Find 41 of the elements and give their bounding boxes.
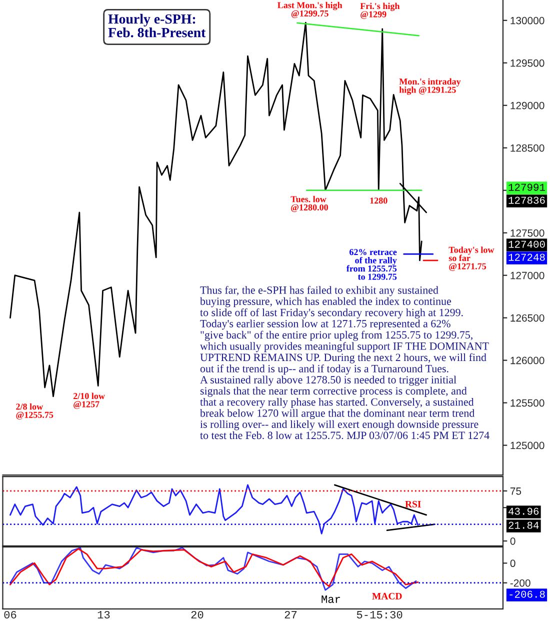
annotation: Today's low so far @1271.75 [448,246,494,271]
x-tick-label: 5-15:30 [356,610,402,618]
annotation: 1280 [370,198,388,204]
y-tick-label: -200 [510,579,530,587]
y-tick-label: 75 [510,488,522,495]
y-tick-label: 126000 [510,356,544,364]
text: 127991 [508,184,545,191]
y-tick-label: 0 [510,560,516,568]
annotation: 2/10 low @1257 [74,392,105,409]
text: Hourly e-SPH: Feb. 8th-Present [108,14,206,38]
annotation: Fri.'s high @1299 [360,2,400,19]
annotation: Mon.'s intraday high @1291.25 [399,78,461,95]
text: 127400 [508,240,545,248]
line-series [10,484,419,534]
y-tick-label: 130000 [510,16,544,24]
x-tick-label: 27 [284,610,297,618]
annotation: Tues. low @1280.00 [290,196,328,212]
annotation: Mar [322,596,340,603]
annotation: MACD [372,592,402,600]
annotation: Last Mon.'s high @1299.75 [278,2,342,18]
x-tick-label: 20 [191,610,204,618]
text: -206.8 [510,590,545,598]
text: 21.84 [508,522,539,529]
text: 43.96 [508,508,539,515]
y-tick-label: 128500 [510,144,544,152]
y-tick-label: 125500 [510,399,544,407]
y-tick-label: 129500 [510,59,544,67]
x-tick-label: 06 [4,610,16,618]
annotation: RSI [405,500,421,508]
text: 127248 [508,254,545,261]
annotation: 2/8 low @1255.75 [16,403,54,420]
annotation: 62% retrace of the rally from 1255.75 to 1299.75 [346,249,397,280]
y-tick-label: 127500 [510,229,544,237]
x-tick-label: 13 [98,610,110,618]
text: Thus far, the e-SPH has failed to exhibit any sustained buying pressure, which has enabled the index to continue to slide off of last Friday's secondary recovery high at 1299. Today's earlier session low at 1271.75 represented a 62% "give back" of the entire prior upleg from 1255.75 to 1299.75, which usually provides meaningful support IF THE DOMINANT UPTREND REMAINS UP. During the next 2 hours, we will find out if the trend is up-- and if today is a Turnaround Tues. A sustained rally above 1278.50 is needed to trigger initial signals that the near term corrective process is complete, and that a recovery rally phase has started. Conversely, a sustained break below 1270 will argue that the dominant near term trend is rolling over-- and likely will exert enough downside pressure to test the Feb. 8 low at 1255.75. MJP 03/07/06 1:45 PM ET 1274 [200,286,490,440]
y-tick-label: 129000 [510,102,544,110]
y-tick-label: 0 [510,537,516,545]
text: 127836 [508,196,545,204]
y-tick-label: 127000 [510,272,544,280]
y-tick-label: 125000 [510,442,544,450]
y-tick-label: 126500 [510,314,544,322]
